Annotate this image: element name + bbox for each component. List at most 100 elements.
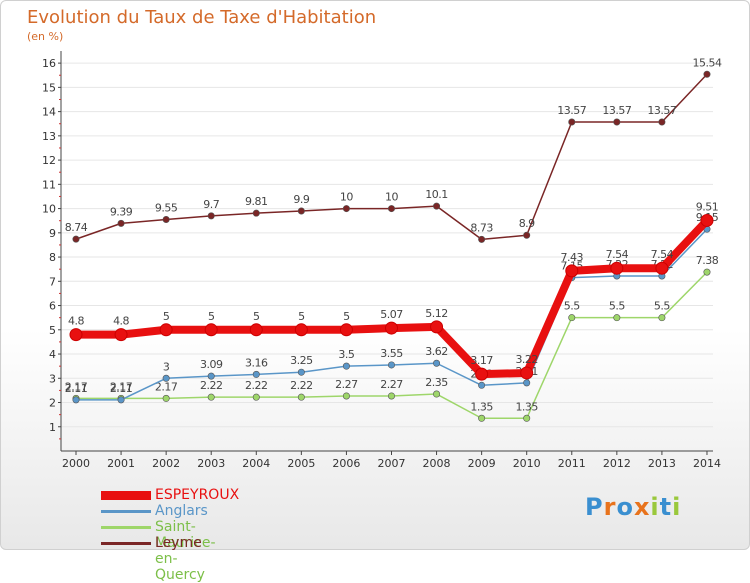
data-point — [72, 396, 80, 404]
x-tick-label: 2002 — [152, 457, 180, 470]
x-tick-label: 2011 — [558, 457, 586, 470]
logo-letter: t — [659, 493, 673, 521]
data-point — [387, 361, 395, 369]
data-label: 8.9 — [519, 217, 535, 230]
y-tick-label: 2 — [49, 397, 56, 410]
data-label: 1.35 — [470, 400, 493, 413]
data-point — [478, 381, 486, 389]
data-label: 13.57 — [647, 104, 676, 117]
data-label: 13.57 — [557, 104, 586, 117]
data-label: 3.09 — [200, 358, 223, 371]
data-label: 15.54 — [692, 56, 721, 69]
data-point — [339, 323, 353, 337]
data-label: 5.5 — [564, 300, 580, 313]
y-tick-label: 1 — [49, 421, 56, 434]
y-tick-label: 15 — [42, 81, 56, 94]
data-label: 3.62 — [425, 345, 448, 358]
y-tick-label: 6 — [49, 300, 56, 313]
data-point — [658, 118, 666, 126]
data-label: 7.38 — [696, 254, 719, 267]
data-label: 4.8 — [68, 315, 84, 328]
data-label: 7.54 — [606, 248, 629, 261]
x-tick-label: 2006 — [332, 457, 360, 470]
data-label: 8.73 — [470, 221, 493, 234]
logo-letter: r — [603, 493, 617, 521]
data-point — [565, 264, 579, 278]
x-tick-label: 2012 — [603, 457, 631, 470]
data-point — [658, 314, 666, 322]
x-tick-label: 2014 — [693, 457, 721, 470]
data-point — [520, 366, 534, 380]
data-point — [433, 202, 441, 210]
y-tick-label: 10 — [42, 203, 56, 216]
y-tick-label: 14 — [42, 106, 56, 119]
data-label: 3.25 — [290, 354, 313, 367]
x-tick-label: 2007 — [377, 457, 405, 470]
x-tick-label: 2004 — [242, 457, 270, 470]
data-point — [162, 215, 170, 223]
data-point — [568, 118, 576, 126]
data-point — [342, 205, 350, 213]
x-tick-label: 2001 — [107, 457, 135, 470]
y-tick-label: 16 — [42, 57, 56, 70]
data-label: 3.22 — [515, 353, 538, 366]
data-point — [342, 392, 350, 400]
data-point — [162, 374, 170, 382]
data-point — [703, 70, 711, 78]
data-point — [387, 392, 395, 400]
x-tick-label: 2009 — [468, 457, 496, 470]
data-point — [207, 372, 215, 380]
data-label: 5 — [298, 310, 305, 323]
data-label: 2.17 — [65, 380, 88, 393]
legend-swatch — [101, 491, 151, 500]
data-label: 13.57 — [602, 104, 631, 117]
data-label: 5 — [208, 310, 215, 323]
data-label: 3.16 — [245, 356, 268, 369]
logo-letter: o — [616, 493, 634, 521]
data-point — [342, 362, 350, 370]
data-point — [433, 390, 441, 398]
data-point — [703, 268, 711, 276]
data-label: 1.35 — [515, 400, 538, 413]
x-tick-label: 2000 — [62, 457, 90, 470]
data-point — [294, 323, 308, 337]
proxiti-logo: Proxiti — [585, 493, 681, 521]
data-label: 2.22 — [245, 379, 268, 392]
legend-label: Anglars — [155, 503, 208, 519]
data-label: 9.39 — [110, 205, 133, 218]
data-label: 3 — [163, 360, 170, 373]
data-label: 3.17 — [470, 354, 493, 367]
data-point — [252, 393, 260, 401]
data-point — [117, 396, 125, 404]
data-label: 9.81 — [245, 195, 268, 208]
data-point — [204, 323, 218, 337]
data-label: 2.17 — [155, 380, 178, 393]
y-tick-label: 8 — [49, 251, 56, 264]
data-label: 5.5 — [654, 300, 670, 313]
data-point — [523, 379, 531, 387]
data-label: 5.07 — [380, 308, 403, 321]
data-label: 9.9 — [293, 193, 309, 206]
x-tick-label: 2013 — [648, 457, 676, 470]
data-point — [297, 207, 305, 215]
data-label: 2.17 — [110, 380, 133, 393]
y-tick-label: 7 — [49, 275, 56, 288]
data-point — [114, 328, 128, 342]
data-point — [297, 368, 305, 376]
legend-swatch — [101, 542, 151, 545]
data-point — [159, 323, 173, 337]
data-point — [478, 235, 486, 243]
legend-label: Leyme — [155, 535, 202, 551]
data-label: 2.22 — [290, 379, 313, 392]
data-point — [433, 359, 441, 367]
data-label: 10.1 — [425, 188, 448, 201]
data-point — [613, 118, 621, 126]
data-label: 10 — [340, 191, 353, 204]
data-label: 7.54 — [651, 248, 674, 261]
data-point — [207, 212, 215, 220]
data-label: 5.5 — [609, 300, 625, 313]
data-point — [252, 370, 260, 378]
data-point — [252, 209, 260, 217]
y-tick-label: 4 — [49, 348, 56, 361]
